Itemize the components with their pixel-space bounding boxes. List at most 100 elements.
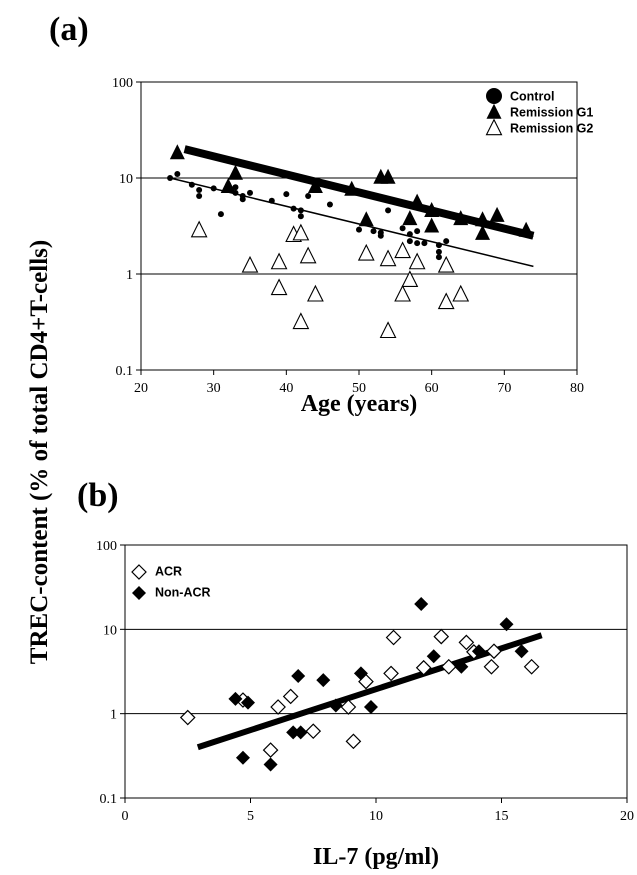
y-tick-label: 1 (126, 268, 133, 283)
point-control (290, 205, 297, 212)
point-non-acr (328, 698, 343, 713)
point-acr (385, 629, 402, 646)
point-non-acr (235, 750, 250, 765)
panel-a-points (167, 144, 534, 339)
point-control (247, 189, 253, 196)
point-acr (483, 658, 500, 675)
point-acr (440, 658, 457, 675)
point-acr (523, 658, 540, 675)
point-control (421, 240, 428, 247)
point-remission-g2 (270, 252, 288, 270)
point-control (210, 185, 217, 192)
point-non-acr (316, 673, 331, 688)
point-non-acr (263, 757, 278, 772)
point-control (385, 207, 392, 214)
panel-b-label: (b) (77, 477, 119, 514)
point-control (356, 226, 362, 233)
point-non-acr (499, 617, 514, 632)
panel-a-trendlines (169, 145, 535, 268)
point-non-acr (353, 666, 368, 681)
point-remission-g2 (394, 241, 411, 259)
point-control (268, 197, 275, 204)
point-control (305, 192, 312, 199)
y-tick-label: 100 (96, 539, 117, 554)
x-tick-label: 0 (122, 809, 129, 824)
panel-b-y-ticks: 0.1 1 10 100 (96, 539, 125, 807)
point-non-acr (228, 691, 243, 706)
panel-b-legend: ACR Non-ACR (131, 564, 211, 600)
point-control (406, 231, 413, 238)
point-remission-g2 (408, 252, 426, 270)
shared-y-axis-label: TREC-content (% of total CD4+T-cells) (26, 240, 53, 664)
point-control (297, 207, 304, 214)
point-remission-g1 (424, 201, 440, 217)
point-control (174, 171, 181, 178)
y-tick-label: 100 (112, 76, 133, 91)
panel-b-points (179, 596, 540, 772)
panel-b-plot-frame (124, 544, 628, 799)
legend-marker-control (486, 88, 502, 104)
point-remission-g1 (424, 217, 440, 233)
point-acr (262, 742, 279, 758)
point-acr (282, 688, 299, 705)
point-remission-g2 (190, 220, 208, 238)
point-remission-g1 (453, 210, 469, 226)
point-control (414, 240, 421, 247)
point-control (435, 254, 442, 261)
point-non-acr (240, 695, 255, 710)
point-remission-g2 (437, 255, 455, 273)
point-acr (433, 628, 450, 645)
point-control (414, 228, 421, 235)
point-remission-g1 (307, 178, 323, 194)
point-remission-g2 (241, 255, 259, 273)
y-tick-label: 10 (103, 623, 117, 638)
point-remission-g1 (475, 224, 491, 240)
point-remission-g1 (380, 168, 396, 184)
point-control (297, 213, 304, 220)
panel-a-label: (a) (49, 11, 89, 48)
point-non-acr (414, 596, 429, 611)
point-remission-g1 (344, 180, 360, 196)
point-remission-g2 (292, 312, 310, 330)
legend-label-non-acr: Non-ACR (155, 586, 211, 600)
point-remission-g2 (292, 223, 310, 241)
x-tick-label: 5 (247, 809, 254, 824)
point-remission-g1 (220, 178, 236, 194)
x-tick-label: 30 (207, 381, 221, 396)
point-acr (415, 659, 432, 676)
x-tick-label: 20 (134, 381, 148, 396)
point-acr (179, 709, 196, 726)
point-remission-g1 (227, 164, 243, 180)
point-remission-g2 (452, 284, 470, 302)
panel-a-legend: Control Remission G1 Remission G2 (485, 88, 593, 136)
panel-a-x-axis-label: Age (years) (301, 391, 418, 417)
y-tick-label: 10 (119, 172, 133, 187)
y-tick-label: 0.1 (116, 364, 134, 379)
point-remission-g1 (169, 144, 185, 160)
point-acr (458, 634, 475, 651)
panel-b-il7-chart: (b) 0.1 1 10 100 0 5 10 15 20 ACR Non-ACR IL-7 (… (77, 477, 634, 870)
x-tick-label: 80 (570, 381, 584, 396)
point-control (283, 191, 290, 198)
point-remission-g2 (394, 284, 411, 302)
point-remission-g1 (402, 210, 418, 226)
panel-b-x-ticks: 0 5 10 15 20 (122, 798, 634, 824)
x-tick-label: 50 (352, 381, 366, 396)
point-remission-g1 (475, 211, 491, 227)
point-remission-g2 (357, 243, 375, 261)
point-remission-g2 (379, 249, 397, 267)
point-control (435, 248, 442, 255)
x-tick-label: 60 (425, 381, 439, 396)
trendline-remission-g1 (183, 145, 535, 240)
point-acr (486, 643, 502, 660)
panel-a-y-ticks: 0.1 1 10 100 (112, 76, 141, 379)
trendline-all (196, 632, 543, 751)
point-remission-g1 (489, 206, 505, 222)
point-control (196, 192, 203, 199)
point-non-acr (286, 725, 301, 740)
point-control (167, 175, 174, 181)
x-tick-label: 15 (495, 809, 509, 824)
point-non-acr (291, 668, 306, 683)
point-control (239, 192, 246, 199)
point-non-acr (454, 659, 469, 674)
